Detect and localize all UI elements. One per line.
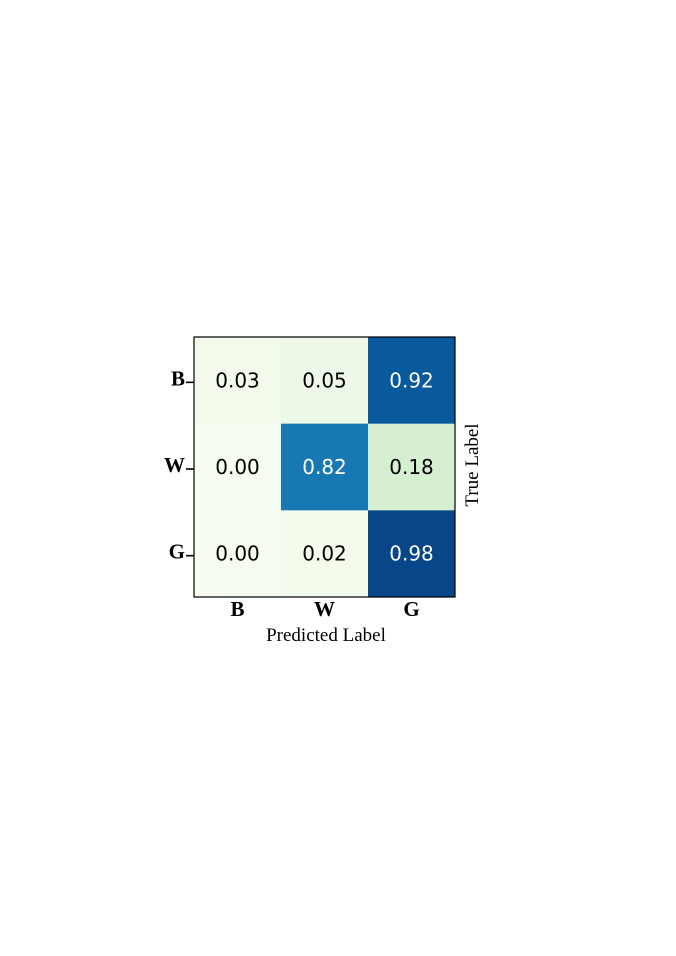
heatmap-cell-b-w xyxy=(281,337,369,425)
x-tick-label: B xyxy=(230,597,244,621)
cell-value-label: 0.00 xyxy=(215,542,260,566)
axis-ticks: B W G B W G xyxy=(164,366,420,621)
y-tick-label: B xyxy=(171,366,185,390)
x-tick-label: W xyxy=(314,597,335,621)
heatmap-cell-b-g xyxy=(368,337,456,425)
cell-value-label: 0.05 xyxy=(302,368,347,392)
plot-frame xyxy=(193,336,456,598)
x-axis-label: Predicted Label xyxy=(266,625,386,646)
cell-value-label: 0.00 xyxy=(215,455,260,479)
heatmap-cell-b-b xyxy=(194,337,282,425)
heatmap-cell-g-w xyxy=(281,510,369,598)
cell-value-label: 0.03 xyxy=(215,368,260,392)
cell-value-label: 0.82 xyxy=(302,455,347,479)
heatmap-cell-g-g xyxy=(368,510,456,598)
y-tick-label: G xyxy=(169,540,185,564)
heatmap-cells: 0.03 0.05 0.92 0.00 0.82 0.18 0.00 0.02 0.98 xyxy=(194,337,456,598)
cell-value-label: 0.02 xyxy=(302,542,347,566)
heatmap-cell-w-w xyxy=(281,423,369,511)
cell-value-label: 0.18 xyxy=(389,455,434,479)
cell-value-label: 0.98 xyxy=(389,542,434,566)
heatmap-cell-w-b xyxy=(194,423,282,511)
heatmap-cell-g-b xyxy=(194,510,282,598)
heatmap-cell-w-g xyxy=(368,423,456,511)
x-tick-label: G xyxy=(403,597,419,621)
y-axis-label: True Label xyxy=(462,423,483,506)
y-tick-label: W xyxy=(164,453,185,477)
cell-value-label: 0.92 xyxy=(389,368,434,392)
